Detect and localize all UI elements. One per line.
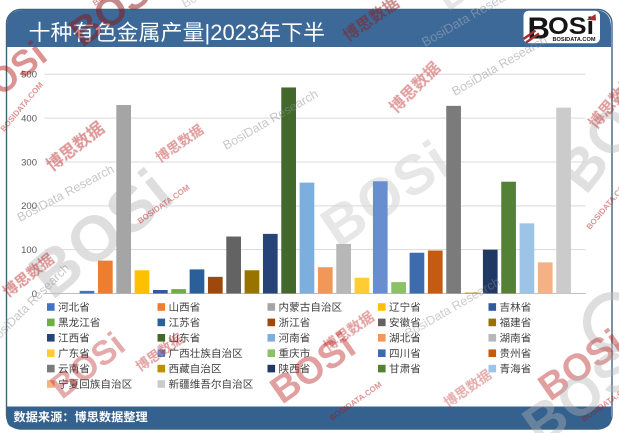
svg-text:BOSIDATA.COM: BOSIDATA.COM [553, 37, 596, 43]
svg-text:500: 500 [21, 70, 37, 81]
svg-text:|2023: |2023 [205, 20, 260, 45]
svg-text:300: 300 [21, 157, 37, 168]
svg-text:0: 0 [32, 289, 37, 300]
svg-text:OSi: OSi [548, 13, 594, 40]
svg-text:400: 400 [21, 114, 37, 125]
svg-text:200: 200 [21, 201, 37, 212]
svg-text:100: 100 [21, 245, 37, 256]
